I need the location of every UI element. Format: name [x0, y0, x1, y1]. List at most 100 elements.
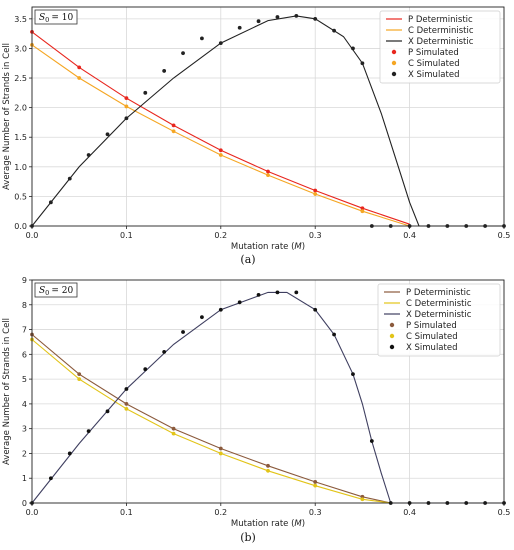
legend-label: X Simulated	[408, 70, 459, 80]
parameter-label: S0 = 20	[39, 286, 73, 297]
series-point-3	[313, 480, 318, 484]
series-point-5	[48, 476, 53, 481]
legend-label: C Deterministic	[406, 299, 472, 309]
series-point-5	[200, 36, 204, 41]
series-point-5	[105, 409, 110, 414]
y-tick-label: 2.0	[14, 104, 27, 113]
series-point-3	[266, 169, 270, 174]
series-point-4	[218, 451, 223, 456]
x-tick-label: 0.1	[120, 231, 133, 240]
y-tick-label: 7	[22, 326, 27, 335]
x-tick-label: 0.5	[498, 231, 511, 240]
y-tick-label: 3.5	[14, 15, 27, 24]
series-point-5	[294, 13, 299, 18]
series-point-5	[313, 307, 318, 312]
x-axis-label-var: M	[294, 519, 302, 529]
y-tick-label: 6	[22, 350, 27, 359]
y-tick-label: 0.5	[14, 192, 27, 201]
y-tick-label: 0.0	[14, 222, 27, 231]
series-point-4	[77, 76, 82, 80]
parameter-symbol: S	[39, 13, 45, 23]
y-tick-label: 1	[22, 474, 27, 483]
series-point-5	[313, 16, 318, 21]
series-point-5	[162, 349, 167, 354]
x-axis-label-text: Mutation rate (	[231, 242, 295, 252]
y-tick-label: 9	[22, 276, 27, 285]
chart-panel-1: 0.0 0.1 0.2 0.3 0.4 0.5 0.0 0.5 1.0 1.5 2.0 2.5 3.0 3…	[2, 6, 511, 266]
x-tick-label: 0.0	[26, 231, 39, 240]
y-tick-label: 5	[22, 375, 27, 384]
y-tick-label: 8	[22, 301, 27, 310]
y-tick-label: 1.0	[14, 163, 27, 172]
series-point-4	[313, 192, 318, 196]
series-point-5	[256, 19, 261, 24]
series-point-3	[77, 372, 82, 377]
series-point-3	[218, 446, 223, 451]
series-point-5	[67, 176, 72, 181]
y-tick-label: 3	[22, 425, 27, 434]
y-tick-label: 3.0	[14, 44, 27, 53]
series-point-5	[218, 307, 223, 312]
x-tick-label: 0.2	[214, 508, 227, 517]
series-point-5	[86, 429, 91, 434]
series-point-5	[105, 132, 110, 137]
legend-label: X Deterministic	[408, 37, 474, 47]
legend-label: X Simulated	[406, 343, 457, 353]
legend-marker-swatch	[389, 333, 395, 339]
y-axis-label: Average Number of Strands in Cell	[2, 318, 12, 465]
series-point-5	[275, 290, 280, 295]
series-point-5	[218, 41, 223, 46]
series-point-5	[200, 315, 204, 320]
x-axis-label-tail: )	[302, 242, 305, 252]
panel-caption: (b)	[240, 531, 256, 544]
series-point-5	[332, 28, 336, 33]
series-point-3	[124, 96, 129, 101]
legend-marker-swatch	[391, 60, 397, 66]
x-tick-label: 0.2	[214, 231, 227, 240]
legend-marker-swatch	[389, 322, 395, 328]
series-point-5	[294, 290, 299, 295]
x-axis-label: Mutation rate (M)	[231, 519, 305, 529]
x-axis-label-tail: )	[302, 519, 305, 529]
x-axis-label-text: Mutation rate (	[231, 519, 295, 529]
series-point-5	[124, 387, 129, 391]
series-point-5	[48, 200, 53, 205]
legend-marker-swatch	[391, 49, 397, 55]
series-point-5	[67, 451, 72, 456]
y-axis-label: Average Number of Strands in Cell	[2, 43, 12, 190]
x-tick-label: 0.4	[403, 508, 416, 517]
series-point-4	[218, 153, 223, 157]
series-point-5	[162, 69, 167, 73]
parameter-subscript: 0	[45, 16, 49, 24]
series-point-3	[218, 148, 223, 153]
parameter-subscript: 0	[45, 289, 49, 297]
series-point-3	[360, 206, 365, 211]
y-tick-label: 4	[22, 400, 27, 409]
series-point-5	[143, 367, 148, 372]
y-tick-label: 0	[22, 499, 27, 508]
x-tick-label: 0.3	[309, 508, 322, 517]
legend-marker-swatch	[389, 344, 395, 350]
series-point-4	[360, 209, 365, 214]
series-point-5	[86, 153, 91, 157]
legend-box	[377, 283, 501, 357]
series-point-4	[266, 468, 270, 473]
x-tick-label: 0.0	[26, 508, 39, 517]
series-point-5	[237, 25, 242, 30]
series-point-4	[313, 483, 318, 488]
series-point-5	[275, 15, 280, 19]
x-tick-label: 0.3	[309, 231, 322, 240]
series-point-3	[313, 188, 318, 193]
parameter-value: = 20	[51, 286, 73, 296]
x-tick-label: 0.4	[403, 231, 416, 240]
x-axis-label: Mutation rate (M)	[231, 242, 305, 252]
plot-frame	[31, 279, 505, 504]
series-point-4	[77, 377, 82, 382]
x-tick-label: 0.1	[120, 508, 133, 517]
series-point-5	[181, 51, 185, 56]
panel-caption: (a)	[240, 253, 255, 266]
series-point-4	[360, 497, 365, 502]
series-point-4	[171, 431, 176, 436]
series-point-5	[351, 372, 355, 377]
